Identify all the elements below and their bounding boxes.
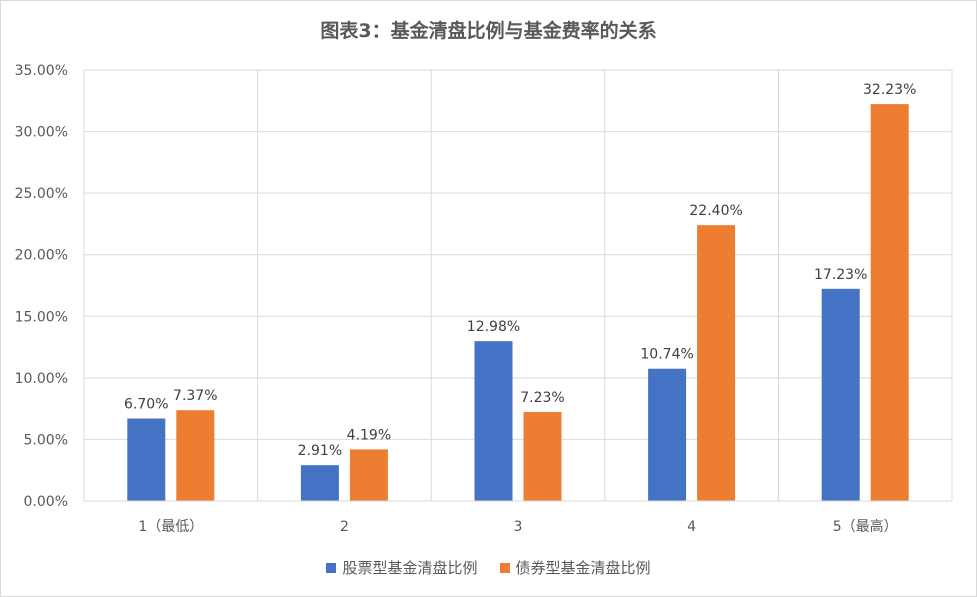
legend-label-equity: 股票型基金清盘比例 — [342, 559, 478, 577]
bar-bond — [870, 104, 909, 502]
data-label: 7.23% — [520, 390, 564, 406]
y-tick-label: 30.00% — [15, 125, 68, 141]
data-label: 17.23% — [814, 267, 867, 283]
data-label: 32.23% — [863, 82, 916, 98]
x-tick-label: 2 — [340, 519, 349, 535]
x-tick-label: 1（最低） — [138, 519, 203, 535]
data-label: 22.40% — [689, 203, 742, 219]
bar-equity — [648, 368, 687, 501]
x-tick-label: 3 — [514, 519, 523, 535]
bar-bond — [697, 225, 736, 501]
bar-equity — [474, 341, 513, 501]
y-tick-label: 25.00% — [15, 186, 68, 202]
data-label: 7.37% — [173, 388, 217, 404]
legend-item-bond: 债券型基金清盘比例 — [499, 557, 651, 578]
y-tick-label: 10.00% — [15, 371, 68, 387]
data-label: 10.74% — [640, 347, 693, 363]
bar-bond — [176, 410, 215, 501]
bar-bond — [523, 411, 562, 501]
y-tick-label: 35.00% — [15, 63, 68, 79]
chart-title: 图表3：基金清盘比例与基金费率的关系 — [320, 20, 657, 42]
x-tick-label: 5（最高） — [833, 518, 898, 535]
legend-swatch-bond — [499, 562, 510, 573]
bar-equity — [300, 465, 339, 501]
bar-equity — [821, 288, 860, 501]
y-tick-label: 15.00% — [15, 309, 68, 325]
bar-equity — [127, 418, 166, 501]
legend: 股票型基金清盘比例 债券型基金清盘比例 — [0, 557, 977, 578]
bar-bond — [349, 449, 388, 501]
y-tick-label: 20.00% — [15, 248, 68, 264]
legend-swatch-equity — [326, 562, 337, 573]
data-label: 2.91% — [298, 443, 342, 459]
data-label: 6.70% — [124, 396, 168, 412]
y-tick-label: 0.00% — [24, 494, 68, 510]
x-tick-label: 4 — [687, 519, 696, 535]
legend-label-bond: 债券型基金清盘比例 — [515, 559, 651, 577]
legend-item-equity: 股票型基金清盘比例 — [326, 557, 478, 578]
y-tick-label: 5.00% — [24, 432, 68, 448]
data-label: 4.19% — [347, 427, 391, 443]
data-label: 12.98% — [467, 319, 520, 335]
